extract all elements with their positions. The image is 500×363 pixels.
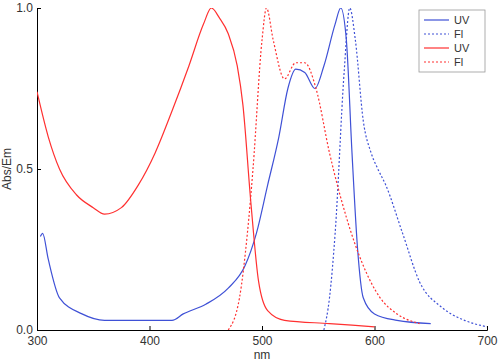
- tick: 600: [365, 326, 385, 348]
- legend-swatch: [424, 33, 449, 34]
- tick-label: 0.0: [16, 323, 33, 337]
- tick-mark: [150, 326, 151, 330]
- legend-swatch: [424, 19, 449, 20]
- series-line: [228, 8, 419, 330]
- legend-swatch: [424, 47, 449, 48]
- tick-mark: [487, 326, 488, 330]
- tick-mark: [37, 8, 41, 9]
- tick: 0.0: [16, 323, 41, 337]
- legend-label: UV: [454, 42, 470, 54]
- x-axis-title: nm: [254, 348, 271, 362]
- legend-label: UV: [454, 14, 470, 26]
- plot: 3004005006007000.00.51.0: [16, 1, 498, 348]
- tick-label: 700: [477, 334, 497, 348]
- tick-label: 400: [140, 334, 160, 348]
- tick: 400: [140, 326, 160, 348]
- axis-line: [38, 9, 42, 331]
- tick-mark: [37, 169, 41, 170]
- tick: 1.0: [16, 1, 41, 15]
- legend: UV Fl UV Fl: [419, 10, 485, 72]
- legend-swatch: [424, 61, 449, 62]
- tick-label: 600: [365, 334, 385, 348]
- legend-label: Fl: [454, 28, 463, 40]
- tick: 700: [477, 326, 497, 348]
- tick-label: 1.0: [16, 1, 33, 15]
- x-axis: 300400500600700: [27, 326, 497, 348]
- tick-mark: [37, 330, 41, 331]
- tick: 0.5: [16, 162, 41, 176]
- legend-label: Fl: [454, 56, 463, 68]
- y-axis: 0.0 0.5 1.0: [16, 1, 41, 337]
- tick-mark: [262, 326, 263, 330]
- series-line: [37, 8, 375, 327]
- lines: [37, 8, 487, 330]
- tick-label: 500: [252, 334, 272, 348]
- tick-mark: [375, 326, 376, 330]
- chart: 3004005006007000.00.51.0nmAbs/EmUVFlUVFl: [0, 0, 500, 363]
- y-axis-title: Abs/Em: [0, 148, 14, 190]
- legend-box: [419, 10, 485, 72]
- tick-label: 0.5: [16, 162, 33, 176]
- tick: 500: [252, 326, 272, 348]
- series-line: [324, 8, 487, 330]
- axis-line: [38, 326, 488, 331]
